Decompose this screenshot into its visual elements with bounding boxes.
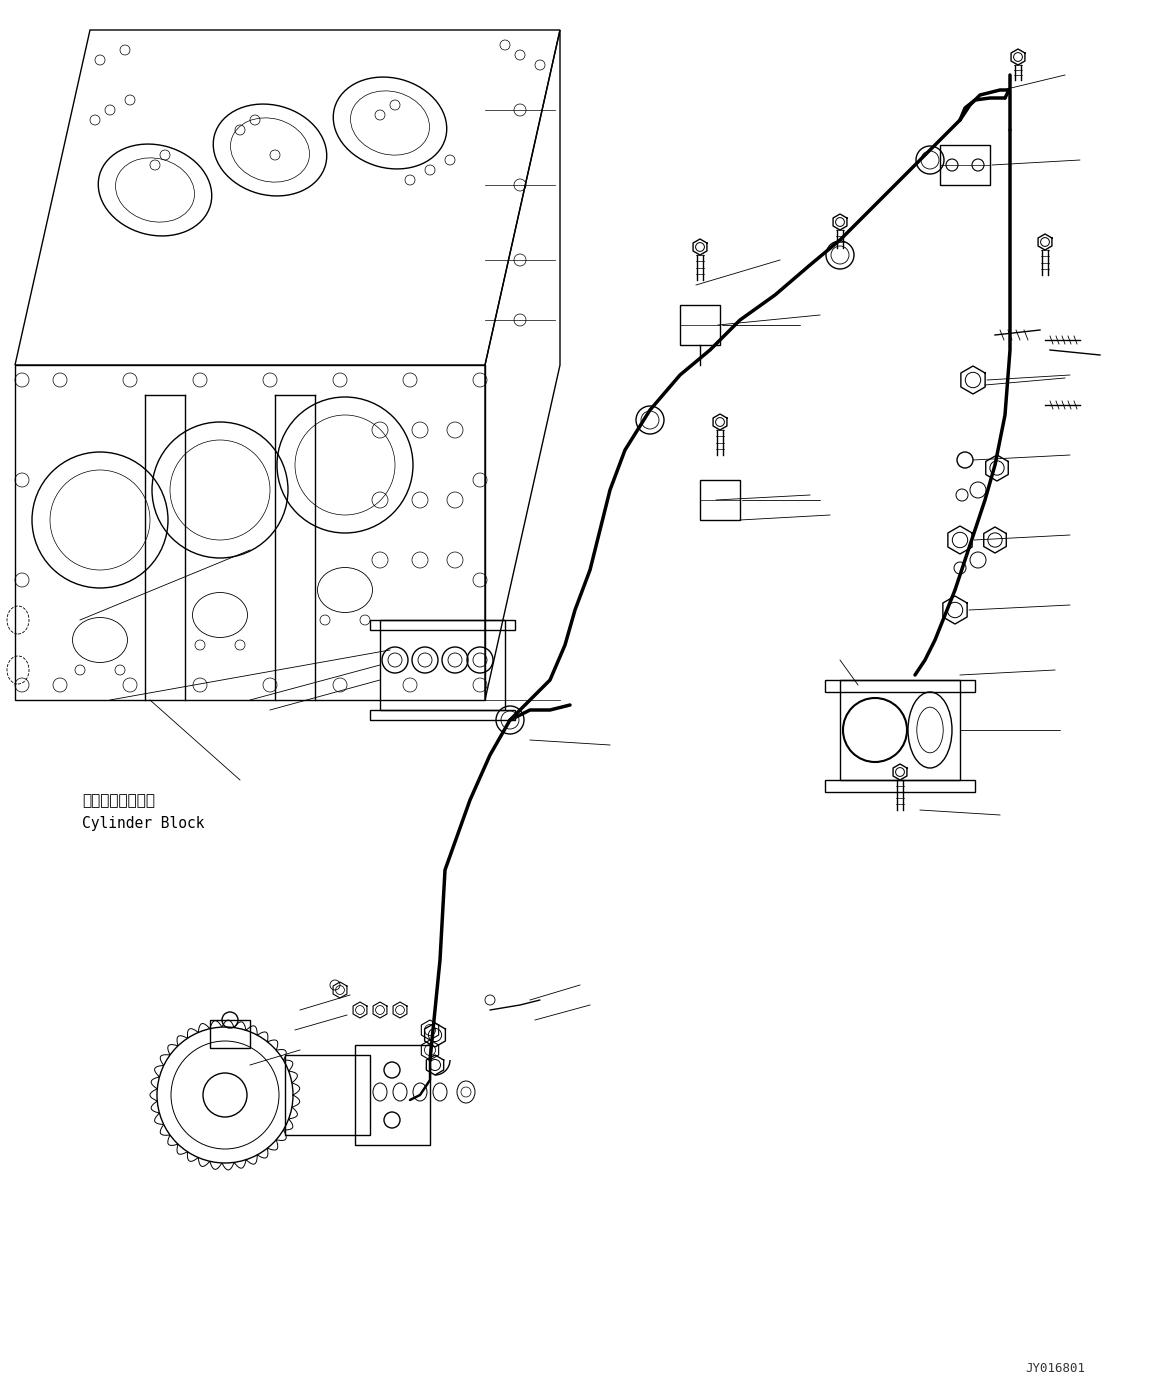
Bar [825, 679, 975, 692]
Bar [825, 780, 975, 792]
Bar [940, 145, 990, 186]
Text: Cylinder Block: Cylinder Block [83, 816, 205, 831]
Bar [355, 1045, 430, 1145]
Bar [680, 306, 720, 345]
Text: シリンダブロック: シリンダブロック [83, 792, 155, 808]
Bar [370, 619, 515, 631]
Bar [840, 679, 959, 780]
Bar [370, 710, 515, 720]
Bar [380, 619, 505, 710]
Text: JY016801: JY016801 [1025, 1362, 1085, 1375]
Bar [211, 1020, 250, 1048]
Bar [700, 480, 740, 520]
Bar [285, 1055, 370, 1136]
